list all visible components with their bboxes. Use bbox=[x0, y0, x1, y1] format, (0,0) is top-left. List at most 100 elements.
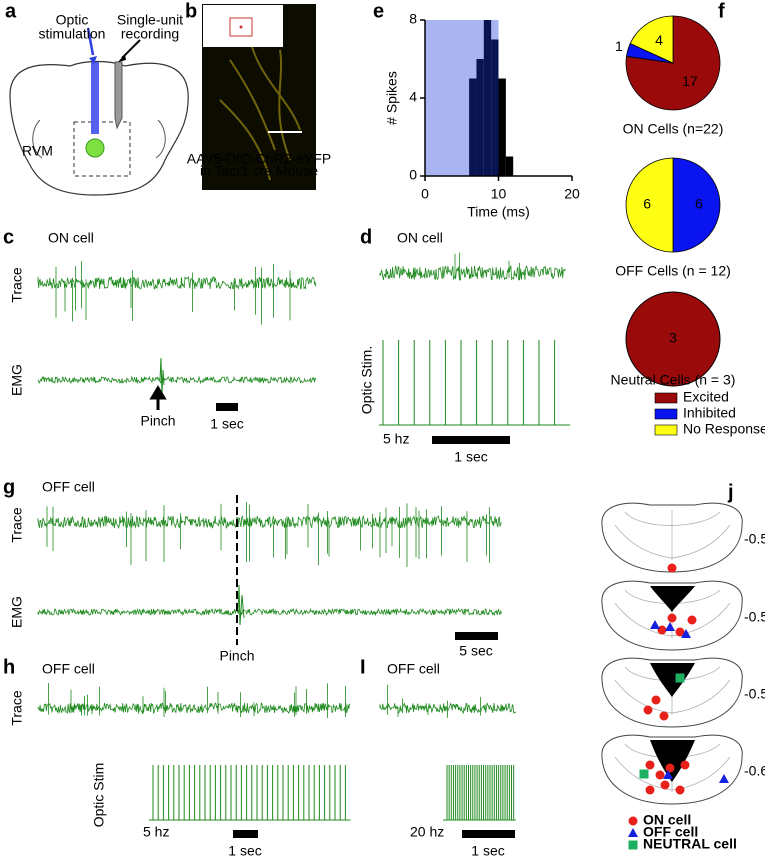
spikes bbox=[55, 261, 291, 325]
caption: in Tacr1 cre Mouse bbox=[200, 163, 318, 179]
panel-label: f bbox=[718, 0, 725, 22]
emg-burst bbox=[237, 584, 245, 626]
label: stimulation bbox=[39, 26, 106, 42]
label: 5 sec bbox=[459, 643, 492, 659]
off-cell-marker bbox=[650, 620, 660, 629]
on-cell-marker bbox=[680, 760, 690, 770]
brain-schematic bbox=[9, 27, 189, 196]
off-cell-marker bbox=[681, 629, 691, 638]
panel-label: g bbox=[3, 476, 15, 498]
brain-sections bbox=[601, 502, 743, 805]
neutral-cell-marker bbox=[675, 673, 685, 683]
spikes bbox=[385, 252, 520, 281]
panel-label: c bbox=[3, 226, 14, 248]
label: recording bbox=[121, 26, 179, 42]
label: 1 sec bbox=[454, 449, 487, 465]
panel-label: e bbox=[373, 0, 384, 22]
optic-stim bbox=[379, 340, 571, 426]
on-cell-marker bbox=[628, 816, 638, 826]
pie-title: OFF Cells (n = 12) bbox=[615, 263, 731, 279]
hist-bar bbox=[483, 20, 492, 176]
trace bbox=[37, 702, 350, 715]
title: ON cell bbox=[397, 230, 443, 246]
optic-stim bbox=[443, 765, 516, 821]
label: Optic bbox=[56, 12, 89, 28]
caption: AAV5-DIO-ChR2-eYFP bbox=[187, 151, 331, 167]
legend-label: Inhibited bbox=[683, 405, 736, 421]
pie-label: 3 bbox=[669, 330, 677, 346]
label: 1 sec bbox=[471, 843, 504, 859]
section-label: -0.54 bbox=[744, 531, 765, 547]
spikes bbox=[387, 684, 481, 718]
trace bbox=[37, 375, 317, 385]
hist-bar bbox=[505, 156, 514, 176]
ventricle bbox=[650, 663, 695, 697]
arrow bbox=[149, 385, 167, 410]
on-cell-marker bbox=[643, 705, 653, 715]
label: 5 hz bbox=[143, 824, 169, 840]
off-cell-marker bbox=[665, 622, 675, 631]
legend-label: ON cell bbox=[643, 812, 691, 828]
pie-slice bbox=[625, 291, 721, 387]
scale-bar bbox=[233, 830, 258, 838]
legend-label: No Response bbox=[683, 421, 765, 437]
on-cell-marker bbox=[687, 615, 697, 625]
label: Single-unit bbox=[117, 12, 183, 28]
row-label: Optic Stim bbox=[91, 763, 107, 828]
on-cell-marker bbox=[655, 770, 665, 780]
on-cell-marker bbox=[667, 563, 677, 573]
trace bbox=[379, 264, 566, 281]
scale-bar bbox=[462, 830, 515, 838]
row-label: Optic Stim. bbox=[359, 346, 375, 414]
hist-bar bbox=[476, 59, 484, 176]
section-label: -0.612 bbox=[744, 763, 765, 779]
on-cell-marker bbox=[645, 760, 655, 770]
off-cell-marker bbox=[628, 828, 638, 837]
section-detail bbox=[614, 510, 731, 560]
pie-slice bbox=[629, 15, 674, 64]
on-cell-marker bbox=[660, 780, 670, 790]
on-cell-marker bbox=[667, 613, 677, 623]
label: 20 hz bbox=[410, 824, 444, 840]
row-label: EMG bbox=[9, 364, 25, 396]
trace bbox=[37, 514, 502, 530]
off-cell-marker bbox=[719, 774, 729, 783]
panel-label: I bbox=[360, 656, 366, 678]
title: OFF cell bbox=[42, 661, 95, 677]
row-label: Trace bbox=[9, 507, 25, 542]
panel-label: h bbox=[3, 656, 15, 678]
on-cell-marker bbox=[659, 711, 669, 721]
row-label: Trace bbox=[9, 690, 25, 725]
panel-label: b bbox=[185, 0, 197, 22]
panel-label: a bbox=[5, 0, 17, 22]
spikes bbox=[46, 502, 490, 567]
hist-bar bbox=[469, 78, 477, 176]
legend-swatch bbox=[654, 408, 678, 420]
y-axis-label: # Spikes bbox=[384, 71, 400, 125]
pie-label: 6 bbox=[695, 196, 703, 212]
panel-label: j bbox=[727, 481, 734, 503]
on-cell-marker bbox=[645, 785, 655, 795]
pie-slice bbox=[672, 157, 721, 253]
pie-title: ON Cells (n=22) bbox=[623, 121, 724, 137]
pie-title: Neutral Cells (n = 3) bbox=[611, 372, 736, 388]
trace bbox=[37, 275, 317, 290]
on-cell-marker bbox=[665, 763, 675, 773]
label: 1 sec bbox=[228, 843, 261, 859]
title: OFF cell bbox=[42, 479, 95, 495]
hist-bar bbox=[491, 39, 499, 176]
on-cell-marker bbox=[651, 695, 661, 705]
legend-label: Excited bbox=[683, 389, 729, 405]
legend-swatch bbox=[654, 424, 678, 436]
scale-bar bbox=[455, 632, 498, 640]
label: 1 sec bbox=[210, 416, 243, 432]
off-cell-marker bbox=[663, 770, 673, 779]
x-tick-label: 20 bbox=[564, 186, 580, 202]
y-tick-label: 8 bbox=[409, 11, 417, 27]
on-cell-marker bbox=[657, 625, 667, 635]
neutral-cell-marker bbox=[628, 840, 638, 850]
legend-label: NEUTRAL cell bbox=[643, 836, 737, 852]
legend-label: OFF cell bbox=[643, 824, 698, 840]
pie-label: 17 bbox=[682, 73, 698, 89]
